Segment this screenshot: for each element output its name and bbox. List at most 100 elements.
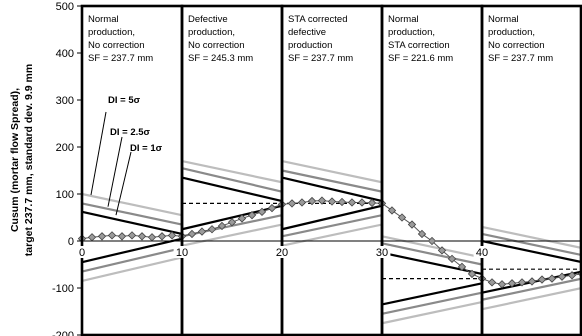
data-point	[147, 233, 157, 242]
data-point	[237, 214, 247, 223]
di-label: DI = 5σ	[108, 95, 141, 106]
data-point	[467, 269, 477, 279]
data-point	[97, 232, 107, 241]
limit-line-lower-panel-5	[481, 277, 582, 301]
data-point	[487, 278, 497, 287]
limit-line-lower-panel-3	[281, 223, 383, 247]
data-point	[407, 220, 417, 229]
x-tick-label-bg	[373, 246, 391, 258]
data-point	[87, 233, 97, 242]
data-point	[107, 231, 117, 240]
limit-line-upper-panel-4	[381, 242, 483, 266]
limit-line-upper-panel-3	[281, 160, 383, 184]
di-label: DI = 1σ	[130, 143, 163, 154]
data-point	[197, 227, 207, 236]
x-tick-label-bg	[173, 246, 191, 258]
data-point	[447, 254, 457, 264]
x-tick-label: 20	[276, 247, 288, 259]
limit-line-lower-panel-1	[81, 237, 183, 264]
y-tick-label: 100	[56, 189, 74, 201]
di-labels: DI = 5σ DI = 2.5σ DI = 1σ	[90, 95, 163, 216]
panel-4-annotation-line: Normal	[388, 14, 419, 25]
panel-2-annotation-line: Defective	[188, 14, 228, 25]
data-point	[297, 198, 307, 207]
x-tick-label: 30	[376, 247, 388, 259]
panel-5-border	[480, 4, 582, 336]
data-point	[357, 198, 367, 207]
limit-line-upper-panel-5	[481, 225, 582, 250]
data-point	[207, 225, 217, 234]
y-axis-label-line1: Cusum (mortar flow Spread),	[9, 88, 21, 232]
limit-line-upper-panel-1	[81, 202, 183, 226]
x-tick-label: 40	[476, 247, 488, 259]
data-point	[537, 275, 547, 284]
data-point	[457, 262, 467, 272]
limit-line-upper-panel-5	[481, 232, 582, 257]
x-tick-label-bg	[273, 246, 291, 258]
panel-1-annotation-line: production,	[88, 27, 135, 38]
y-axis: -200 -100 0 100 200 300 400 500	[52, 1, 82, 336]
data-point	[547, 274, 557, 283]
limit-line-upper-panel-1	[81, 192, 183, 217]
limit-line-lower-panel-1	[81, 256, 183, 283]
y-tick-label: -200	[52, 330, 74, 336]
data-point	[117, 232, 127, 241]
panel-3-annotation-line: STA corrected	[288, 14, 348, 25]
y-axis-label-line2: target 237.7 mm, standard dev. 9.9 mm	[23, 64, 35, 256]
data-point	[337, 197, 347, 207]
x-tick-labels: 0 10 20 30 40	[76, 246, 491, 259]
data-point	[507, 279, 517, 288]
data-point	[417, 229, 427, 239]
limit-line-lower-panel-4	[381, 301, 483, 325]
panel-1-annotation-line: SF = 237.7 mm	[88, 53, 153, 64]
limit-line-upper-panel-5	[481, 239, 582, 264]
data-point	[257, 207, 267, 217]
limit-line-lower-panel-3	[281, 204, 383, 231]
panel-5-annotation-line: Normal	[488, 14, 519, 25]
di-leader-line	[107, 136, 123, 207]
limit-line-upper-panel-3	[281, 169, 383, 193]
panel-5-annotation-line: SF = 237.7 mm	[488, 53, 553, 64]
y-tick-label: 500	[56, 1, 74, 13]
limit-line-upper-panel-1	[81, 210, 183, 236]
di-leader-line	[90, 111, 107, 196]
di-label: DI = 2.5σ	[110, 127, 151, 138]
data-point	[307, 196, 317, 206]
x-tick-label: 0	[79, 247, 85, 259]
data-point	[397, 213, 407, 222]
limit-line-upper-panel-2	[181, 160, 283, 184]
data-point	[217, 221, 227, 231]
panel-4-annotation-line: SF = 221.6 mm	[388, 53, 453, 64]
x-tick-label: 10	[176, 247, 188, 259]
limit-lines	[81, 160, 582, 325]
panel-3-annotation-line: SF = 237.7 mm	[288, 53, 353, 64]
limit-line-lower-panel-1	[81, 246, 183, 273]
panel-annotations: Normal production, No correction SF = 237.7…	[88, 14, 553, 64]
data-point	[167, 231, 177, 240]
data-point	[137, 232, 147, 241]
data-point	[287, 199, 297, 208]
data-point	[427, 236, 437, 246]
di-leader-line	[115, 151, 132, 216]
data-point	[517, 278, 527, 287]
x-tick-label-bg	[473, 246, 491, 258]
panel-3-annotation-line: defective	[288, 27, 326, 38]
panel-3-annotation-line: production	[288, 40, 332, 51]
limit-line-lower-panel-2	[181, 223, 283, 247]
limit-line-lower-panel-4	[381, 291, 483, 315]
data-point	[247, 210, 257, 220]
data-point	[497, 280, 507, 289]
limit-line-lower-panel-5	[481, 286, 582, 311]
data-point	[387, 206, 397, 215]
data-point	[227, 218, 237, 227]
panel-4-annotation-line: STA correction	[388, 40, 450, 51]
data-point	[317, 196, 327, 205]
limit-line-upper-panel-4	[381, 251, 483, 275]
x-tick-label-bg	[76, 246, 88, 258]
data-point	[557, 272, 567, 281]
limit-line-upper-panel-2	[181, 167, 283, 193]
data-point	[157, 232, 167, 241]
data-point	[347, 198, 357, 207]
limit-line-upper-panel-3	[281, 176, 383, 203]
